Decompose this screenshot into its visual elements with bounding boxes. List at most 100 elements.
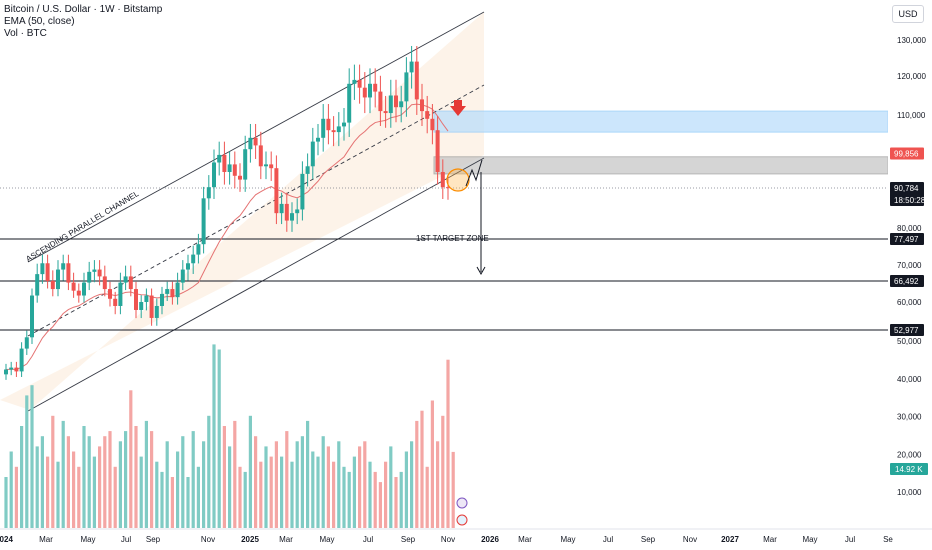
- volume-bar: [238, 466, 242, 528]
- price-label: 90,784: [894, 184, 919, 193]
- price-label-bg: [890, 324, 924, 336]
- time-axis-tick: Se: [883, 535, 893, 544]
- symbol-title[interactable]: Bitcoin / U.S. Dollar · 1W · Bitstamp: [4, 4, 163, 15]
- volume-bar: [332, 461, 336, 528]
- retest-zone: [433, 156, 889, 175]
- volume-bar: [243, 471, 247, 528]
- time-axis-tick: Mar: [763, 535, 777, 544]
- candle-body: [123, 276, 128, 283]
- candle-body: [56, 269, 60, 290]
- volume-bar: [87, 436, 91, 528]
- candle-body: [201, 198, 206, 245]
- candle-body: [336, 126, 341, 133]
- volume-bar: [14, 466, 18, 528]
- volume-bar: [113, 466, 117, 528]
- currency-button[interactable]: USD: [892, 5, 924, 23]
- candle-body: [154, 305, 159, 318]
- volume-bar: [176, 451, 180, 528]
- volume-bar: [66, 436, 70, 528]
- time-axis-tick: Nov: [683, 535, 697, 544]
- volume-bar: [150, 431, 154, 528]
- time-axis-tick: Jul: [603, 535, 613, 544]
- volume-bar: [321, 436, 325, 528]
- price-label: 99,856: [894, 150, 919, 159]
- volume-bar: [295, 441, 299, 528]
- volume-bar: [441, 415, 445, 528]
- time-axis-tick: Mar: [39, 535, 53, 544]
- channel-mid-line: [27, 84, 485, 337]
- volume-bar: [228, 446, 232, 528]
- candle-body: [378, 91, 383, 112]
- candle-body: [66, 263, 71, 283]
- volume-indicator-label[interactable]: Vol · BTC: [4, 28, 47, 39]
- price-axis-tick: 40,000: [897, 375, 922, 384]
- volume-bar: [196, 466, 200, 528]
- candle-body: [435, 130, 440, 172]
- price-axis-tick: 10,000: [897, 488, 922, 497]
- volume-bar: [82, 426, 86, 528]
- volume-bar: [170, 477, 174, 528]
- volume-bar: [155, 461, 159, 528]
- candle-body: [134, 289, 138, 310]
- candle-body: [284, 203, 289, 221]
- candle-body: [118, 282, 123, 306]
- candle-body: [128, 276, 133, 290]
- candle-body: [305, 166, 310, 174]
- candle-body: [113, 298, 118, 306]
- candle-body: [212, 162, 216, 188]
- volume-bar: [92, 456, 96, 528]
- candle-body: [243, 149, 248, 180]
- candle-body: [394, 95, 398, 108]
- volume-bar: [108, 431, 112, 528]
- price-axis-tick: 120,000: [897, 72, 926, 81]
- projection-zigzag: [465, 159, 483, 187]
- volume-bar: [118, 441, 122, 528]
- candle-body: [160, 293, 164, 306]
- candle-body: [206, 187, 211, 199]
- price-axis-tick: 80,000: [897, 224, 922, 233]
- time-axis-tick: 2025: [241, 535, 259, 544]
- candle-body: [269, 164, 274, 169]
- volume-bar: [124, 431, 128, 528]
- candle-body: [191, 254, 196, 264]
- time-axis-tick: 2024: [0, 535, 13, 544]
- volume-bar: [404, 451, 408, 528]
- volume-bar: [316, 456, 320, 528]
- candle-body: [40, 263, 45, 275]
- candle-body: [326, 118, 331, 131]
- volume-bar: [186, 477, 190, 528]
- price-label: 52,977: [894, 326, 919, 335]
- volume-bar: [378, 482, 382, 528]
- volume-bar: [425, 466, 429, 528]
- price-label: 77,497: [894, 235, 919, 244]
- volume-bar: [139, 456, 143, 528]
- volume-bar: [290, 461, 294, 528]
- time-axis-tick: May: [560, 535, 575, 544]
- candle-body: [175, 282, 180, 298]
- time-axis-tick: Sep: [146, 535, 161, 544]
- candle-body: [30, 295, 34, 338]
- candle-body: [97, 269, 102, 277]
- volume-bar: [389, 446, 393, 528]
- time-axis-tick: May: [319, 535, 334, 544]
- candle-body: [279, 203, 284, 214]
- ema-indicator-label[interactable]: EMA (50, close): [4, 16, 75, 27]
- volume-bar: [56, 461, 60, 528]
- volume-bar: [35, 446, 39, 528]
- time-axis-tick: May: [80, 535, 95, 544]
- volume-bar: [269, 456, 273, 528]
- candle-body: [61, 263, 66, 270]
- volume-bar: [103, 436, 107, 528]
- target-zone-label: 1ST TARGET ZONE: [416, 234, 489, 243]
- volume-bar: [129, 390, 133, 528]
- candle-body: [357, 79, 362, 88]
- candle-body: [232, 164, 237, 176]
- volume-bar: [165, 441, 169, 528]
- candle-body: [180, 269, 185, 283]
- time-axis-tick: Mar: [279, 535, 293, 544]
- candle-body: [414, 61, 419, 100]
- volume-bar: [326, 446, 330, 528]
- volume-bar: [30, 385, 34, 528]
- volume-bar: [61, 420, 65, 528]
